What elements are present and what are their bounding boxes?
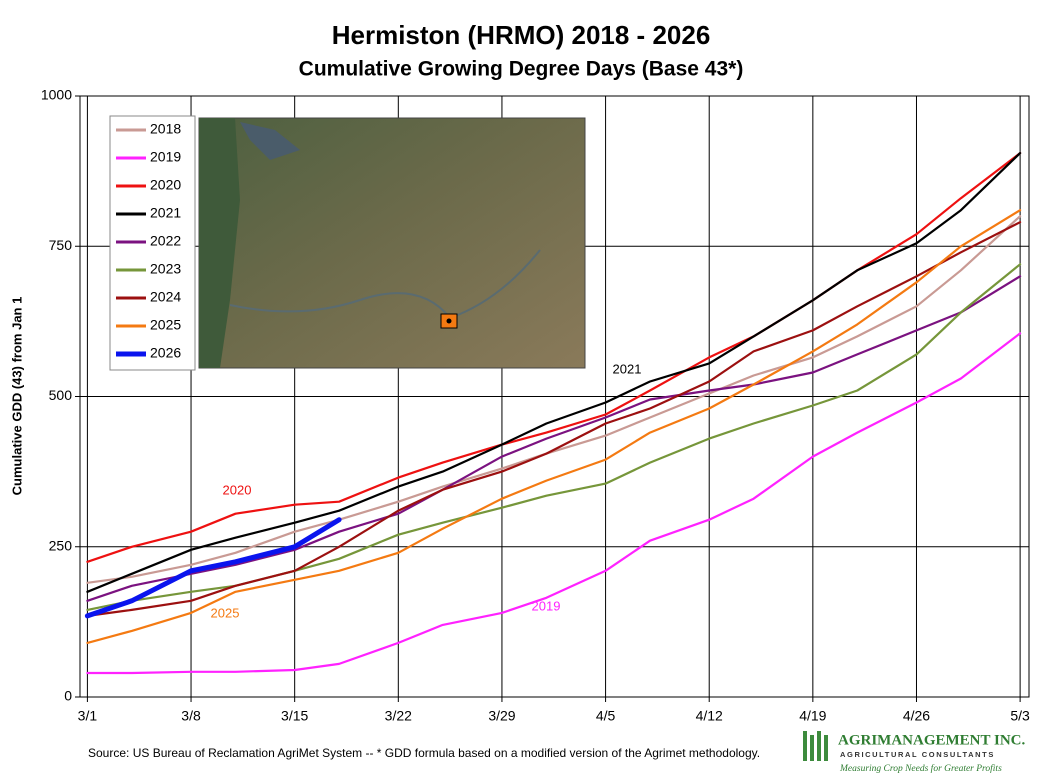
y-axis-label: Cumulative GDD (43) from Jan 1 [9,297,24,496]
x-tick-label: 4/19 [799,708,826,724]
legend-label: 2021 [150,205,181,221]
map-coast [199,118,240,368]
annotation: 2025 [211,605,240,620]
map-water [240,122,300,160]
map-river [229,249,541,320]
y-tick-label: 500 [49,387,73,403]
legend-label: 2024 [150,289,181,305]
x-tick-label: 4/5 [596,708,616,724]
y-tick-label: 750 [49,237,73,253]
annotation: 2019 [532,598,561,613]
legend-label: 2020 [150,177,181,193]
legend-label: 2025 [150,317,181,333]
legend-label: 2018 [150,121,181,137]
y-tick-label: 0 [64,688,72,704]
legend-label: 2026 [150,345,181,361]
series-line [86,152,1022,593]
x-tick-label: 4/26 [903,708,930,724]
x-tick-label: 3/15 [281,708,308,724]
map-marker-dot [446,318,452,324]
logo-subtitle: AGRICULTURAL CONSULTANTS [840,750,995,759]
y-tick-label: 250 [49,537,73,553]
legend-label: 2019 [150,149,181,165]
source-note: Source: US Bureau of Reclamation AgriMet… [88,746,760,760]
series-line [86,332,1022,675]
annotation: 2021 [613,361,642,376]
chart-subtitle: Cumulative Growing Degree Days (Base 43*… [299,58,744,81]
series-line [84,517,342,619]
x-tick-label: 3/1 [78,708,98,724]
map-inset [198,117,586,369]
x-tick-label: 4/12 [696,708,723,724]
annotation: 2020 [223,482,252,497]
logo: AGRIMANAGEMENT INC. AGRICULTURAL CONSULT… [803,731,1025,774]
logo-icon [810,735,814,761]
legend-label: 2023 [150,261,181,277]
x-tick-label: 3/22 [385,708,412,724]
logo-icon [803,731,807,761]
chart-title: Hermiston (HRMO) 2018 - 2026 [332,20,711,50]
legend-label: 2022 [150,233,181,249]
map-image [198,117,586,369]
logo-icon [817,731,821,761]
series-line [86,275,1022,602]
x-tick-label: 3/29 [488,708,515,724]
y-tick-label: 1000 [41,87,72,103]
logo-name: AGRIMANAGEMENT INC. [838,732,1025,748]
x-tick-label: 3/8 [181,708,201,724]
logo-icon [824,735,828,761]
logo-tagline: Measuring Crop Needs for Greater Profits [839,763,1002,774]
series-line [86,221,1022,617]
x-tick-label: 5/3 [1010,708,1030,724]
series-line [86,209,1022,644]
